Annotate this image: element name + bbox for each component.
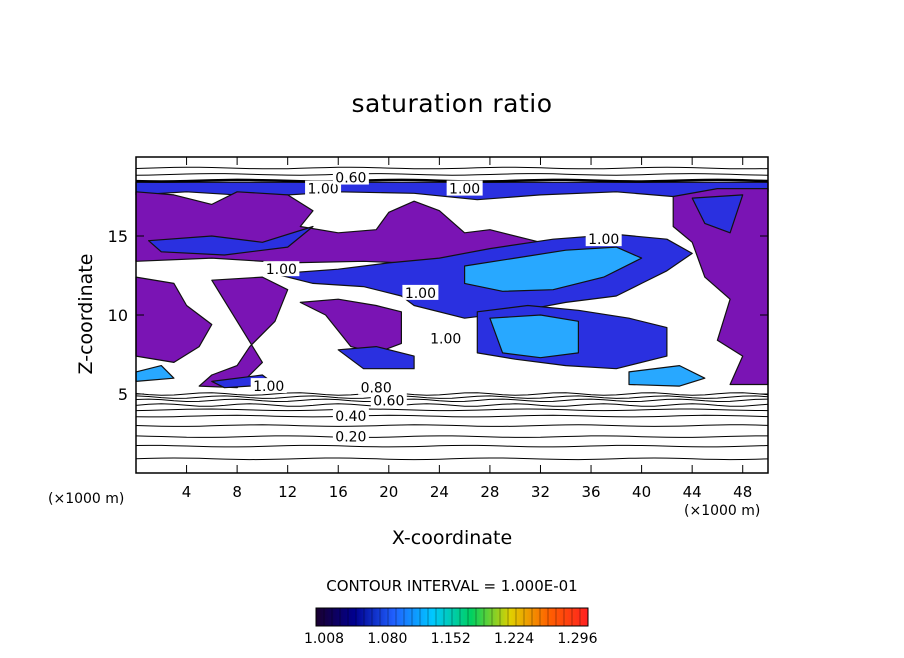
fill-right-column bbox=[672, 188, 769, 386]
y-axis-unit: (×1000 m) bbox=[48, 491, 125, 507]
contour-labels: 0.200.400.600.801.001.001.001.001.001.00… bbox=[250, 169, 622, 446]
contour-line bbox=[135, 444, 769, 448]
contour-label-bg bbox=[332, 408, 369, 424]
x-tick-label: 20 bbox=[379, 483, 398, 501]
contour-label-bg bbox=[305, 180, 342, 196]
fill-right-patch bbox=[691, 194, 744, 234]
contour-label-bg bbox=[332, 428, 369, 444]
x-tick-label: 8 bbox=[232, 483, 242, 501]
colorbar-tick-label: 1.080 bbox=[367, 631, 407, 647]
contour-line bbox=[135, 457, 769, 461]
x-axis-unit: (×1000 m) bbox=[684, 503, 761, 519]
contour-label: 1.00 bbox=[449, 182, 480, 198]
contour-label: 1.00 bbox=[253, 379, 284, 395]
contour-line bbox=[135, 392, 769, 396]
x-tick-label: 12 bbox=[278, 483, 297, 501]
contour-line bbox=[135, 424, 769, 427]
contour-label: 0.40 bbox=[335, 409, 366, 425]
contour-line bbox=[135, 395, 769, 399]
contour-line bbox=[135, 403, 769, 407]
chart-title: saturation ratio bbox=[351, 89, 553, 118]
fill-lower-right bbox=[628, 365, 706, 387]
x-tick-label: 28 bbox=[480, 483, 499, 501]
contour-label-bg bbox=[370, 392, 407, 408]
fill-center-mid bbox=[299, 298, 402, 354]
contour-line bbox=[135, 398, 769, 403]
contour-label: 0.20 bbox=[335, 430, 366, 446]
contour-interval-note: CONTOUR INTERVAL = 1.000E-01 bbox=[326, 577, 578, 595]
colorbar-tick-label: 1.224 bbox=[494, 631, 534, 647]
y-axis-label: Z-coordinate bbox=[75, 253, 97, 375]
contour-label-bg bbox=[446, 180, 483, 196]
x-tick-label: 44 bbox=[683, 483, 702, 501]
fill-lower-left bbox=[135, 365, 175, 382]
contour-line bbox=[135, 414, 769, 418]
contour-label-bg bbox=[402, 284, 439, 300]
x-tick-label: 32 bbox=[531, 483, 550, 501]
contour-line bbox=[135, 408, 769, 412]
contour-line bbox=[135, 435, 768, 438]
colorbar-tick-label: 1.152 bbox=[431, 631, 471, 647]
x-tick-label: 24 bbox=[430, 483, 449, 501]
contour-label: 1.00 bbox=[405, 286, 436, 302]
y-tick-label: 10 bbox=[108, 306, 128, 325]
contour-line bbox=[135, 166, 769, 170]
contour-label: 1.00 bbox=[266, 262, 297, 278]
contour-label-bg bbox=[358, 379, 395, 395]
colorbar-tick-label: 1.296 bbox=[557, 631, 597, 647]
contour-label-bg bbox=[263, 261, 300, 277]
colorbar: 1.008 1.080 1.152 1.224 1.296 bbox=[304, 607, 598, 647]
contour-label-bg bbox=[585, 231, 622, 247]
x-tick-label: 40 bbox=[632, 483, 651, 501]
x-tick-label: 4 bbox=[182, 483, 192, 501]
contour-label: 0.60 bbox=[335, 171, 366, 187]
contour-lines bbox=[135, 166, 769, 461]
y-tick-label: 15 bbox=[108, 227, 128, 246]
contour-line bbox=[135, 173, 769, 176]
fill-center-low bbox=[337, 346, 415, 370]
fill-left-mid bbox=[135, 276, 213, 363]
x-axis-label: X-coordinate bbox=[391, 527, 513, 549]
contour-label: 0.80 bbox=[361, 381, 392, 397]
contour-label-bg bbox=[427, 330, 464, 346]
fill-lower-core bbox=[489, 314, 579, 359]
x-tick-label: 48 bbox=[733, 483, 752, 501]
fill-central-core bbox=[464, 246, 643, 292]
saturation-fill-layer bbox=[135, 181, 769, 389]
x-tick-label: 16 bbox=[329, 483, 348, 501]
y-tick-label: 5 bbox=[118, 385, 128, 404]
x-tick-label: 36 bbox=[581, 483, 600, 501]
contour-label: 1.00 bbox=[430, 332, 461, 348]
fill-left-mid2 bbox=[198, 276, 289, 389]
fill-left-streak bbox=[148, 225, 314, 256]
contour-label-bg bbox=[332, 169, 369, 185]
contour-label: 1.00 bbox=[588, 232, 619, 248]
contour-label-bg bbox=[250, 378, 287, 394]
colorbar-tick-label: 1.008 bbox=[304, 631, 344, 647]
contour-label: 0.60 bbox=[373, 393, 404, 409]
contour-label: 1.00 bbox=[307, 182, 338, 198]
